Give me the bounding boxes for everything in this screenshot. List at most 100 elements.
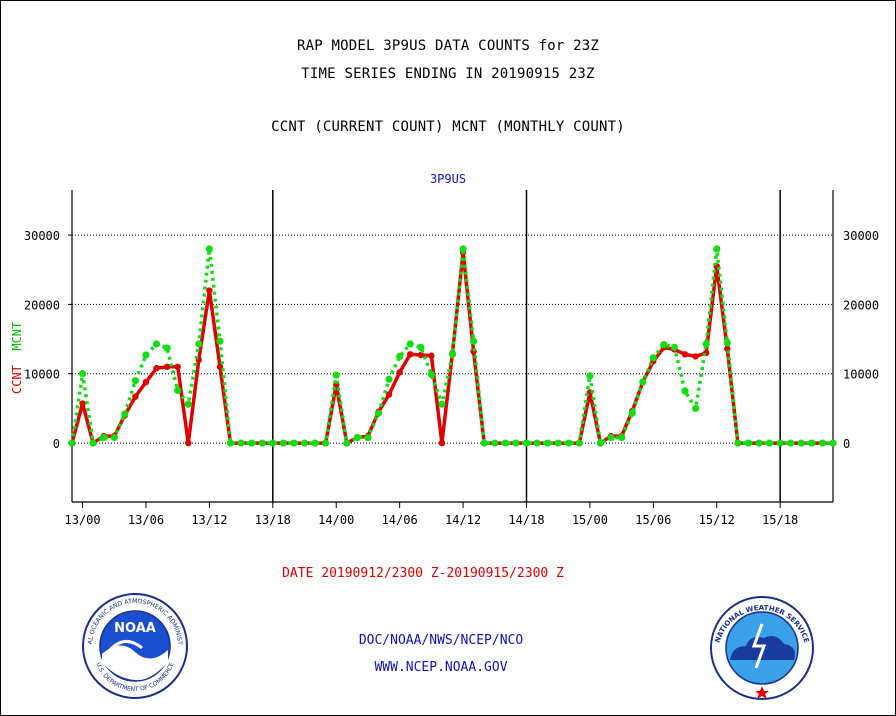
noaa-logo-icon: NOAA NATIONAL OCEANIC AND ATMOSPHERIC AD… (80, 592, 188, 699)
y-tick-label-right: 20000 (843, 298, 879, 312)
data-point-mcnt (163, 344, 171, 352)
data-point-mcnt (374, 409, 383, 417)
data-point-mcnt (596, 439, 605, 447)
data-point-mcnt (628, 409, 636, 417)
data-point-mcnt (744, 439, 753, 447)
data-point-ccnt (428, 352, 435, 359)
data-point-mcnt (459, 245, 467, 253)
data-point-mcnt (248, 439, 256, 447)
y-tick-label-left: 10000 (24, 368, 60, 382)
data-point-mcnt (353, 433, 361, 442)
data-point-mcnt (343, 439, 351, 447)
y-tick-label-left: 0 (53, 437, 60, 451)
data-point-mcnt (142, 351, 150, 359)
data-point-ccnt (385, 391, 393, 398)
date-range: DATE 20190912/2300 Z-20190915/2300 Z (282, 566, 564, 581)
data-point-ccnt (79, 400, 86, 407)
x-tick-label: 13/12 (191, 513, 227, 527)
data-point-mcnt (829, 439, 837, 447)
data-point-ccnt (163, 363, 171, 370)
org-link[interactable]: DOC/NOAA/NWS/NCEP/NCO (358, 633, 524, 648)
data-point-mcnt (427, 370, 435, 379)
x-tick-label: 14/18 (508, 513, 544, 527)
data-point-mcnt (438, 400, 446, 408)
data-point-mcnt (522, 439, 531, 447)
y-tick-label-left: 20000 (24, 298, 60, 312)
website-link[interactable]: WWW.NCEP.NOAA.GOV (374, 660, 508, 675)
data-point-mcnt (681, 387, 689, 395)
chart-subtitle: TIME SERIES ENDING IN 20190915 23Z (301, 66, 595, 82)
data-point-mcnt (670, 343, 679, 351)
data-point-mcnt (512, 439, 520, 447)
data-point-ccnt (681, 351, 689, 358)
data-point-mcnt (195, 340, 203, 348)
chart-description: CCNT (CURRENT COUNT) MCNT (MONTHLY COUNT… (271, 119, 625, 135)
x-tick-label: 13/06 (128, 513, 164, 527)
data-point-mcnt (300, 439, 309, 447)
data-point-mcnt (100, 433, 108, 442)
data-point-mcnt (417, 343, 425, 351)
data-point-mcnt (364, 433, 372, 442)
data-point-mcnt (110, 433, 118, 442)
data-point-mcnt (691, 404, 700, 412)
data-point-mcnt (226, 439, 235, 447)
data-point-mcnt (575, 439, 583, 447)
data-point-mcnt (818, 439, 827, 447)
y-tick-label-right: 10000 (843, 368, 879, 382)
x-tick-label: 14/00 (318, 513, 354, 527)
data-point-mcnt (216, 337, 224, 345)
data-point-mcnt (121, 410, 129, 418)
data-point-mcnt (237, 439, 245, 447)
data-point-mcnt (765, 439, 774, 447)
x-tick-label: 15/12 (699, 513, 735, 527)
data-point-mcnt (586, 372, 594, 380)
data-point-mcnt (131, 377, 140, 385)
nws-logo-icon: NATIONAL WEATHER SERVICE (710, 596, 814, 700)
data-point-mcnt (152, 340, 161, 348)
data-point-mcnt (544, 439, 552, 447)
data-point-ccnt (417, 351, 424, 359)
data-point-mcnt (205, 245, 214, 253)
data-point-ccnt (206, 287, 213, 294)
data-point-mcnt (713, 245, 721, 253)
data-point-mcnt (491, 439, 499, 447)
data-point-mcnt (396, 352, 404, 360)
data-point-mcnt (322, 439, 330, 447)
data-point-mcnt (618, 433, 626, 442)
data-point-mcnt (470, 337, 478, 345)
data-point-ccnt (132, 393, 139, 400)
data-point-mcnt (787, 439, 795, 447)
data-point-mcnt (258, 439, 266, 447)
data-point-ccnt (153, 364, 160, 372)
x-tick-label: 13/18 (255, 513, 291, 527)
data-point-mcnt (734, 439, 742, 447)
data-point-mcnt (68, 439, 76, 447)
day-separators (272, 190, 781, 502)
data-point-mcnt (723, 338, 731, 347)
data-point-mcnt (797, 439, 805, 447)
data-point-mcnt (480, 439, 488, 447)
data-point-mcnt (755, 439, 763, 447)
gridlines (72, 234, 833, 444)
y-tick-label-right: 30000 (843, 229, 879, 243)
data-point-mcnt (184, 400, 192, 408)
data-point-ccnt (396, 369, 403, 376)
data-point-mcnt (385, 375, 393, 383)
data-point-mcnt (554, 439, 562, 447)
data-point-mcnt (89, 439, 97, 447)
data-point-ccnt (142, 378, 150, 386)
data-point-mcnt (660, 341, 668, 349)
data-point-mcnt (808, 439, 816, 447)
x-tick-label: 13/00 (65, 513, 101, 527)
data-point-mcnt (279, 439, 287, 447)
chart-title: RAP MODEL 3P9US DATA COUNTS for 23Z (296, 38, 599, 54)
y-tick-label-right: 0 (843, 437, 850, 451)
data-point-mcnt (702, 340, 710, 348)
data-point-mcnt (78, 370, 87, 378)
data-point-mcnt (607, 433, 615, 442)
data-point-mcnt (290, 439, 298, 447)
data-point-mcnt (776, 439, 784, 447)
x-tick-label: 14/12 (445, 513, 481, 527)
data-point-mcnt (311, 439, 319, 447)
data-point-mcnt (565, 439, 573, 447)
